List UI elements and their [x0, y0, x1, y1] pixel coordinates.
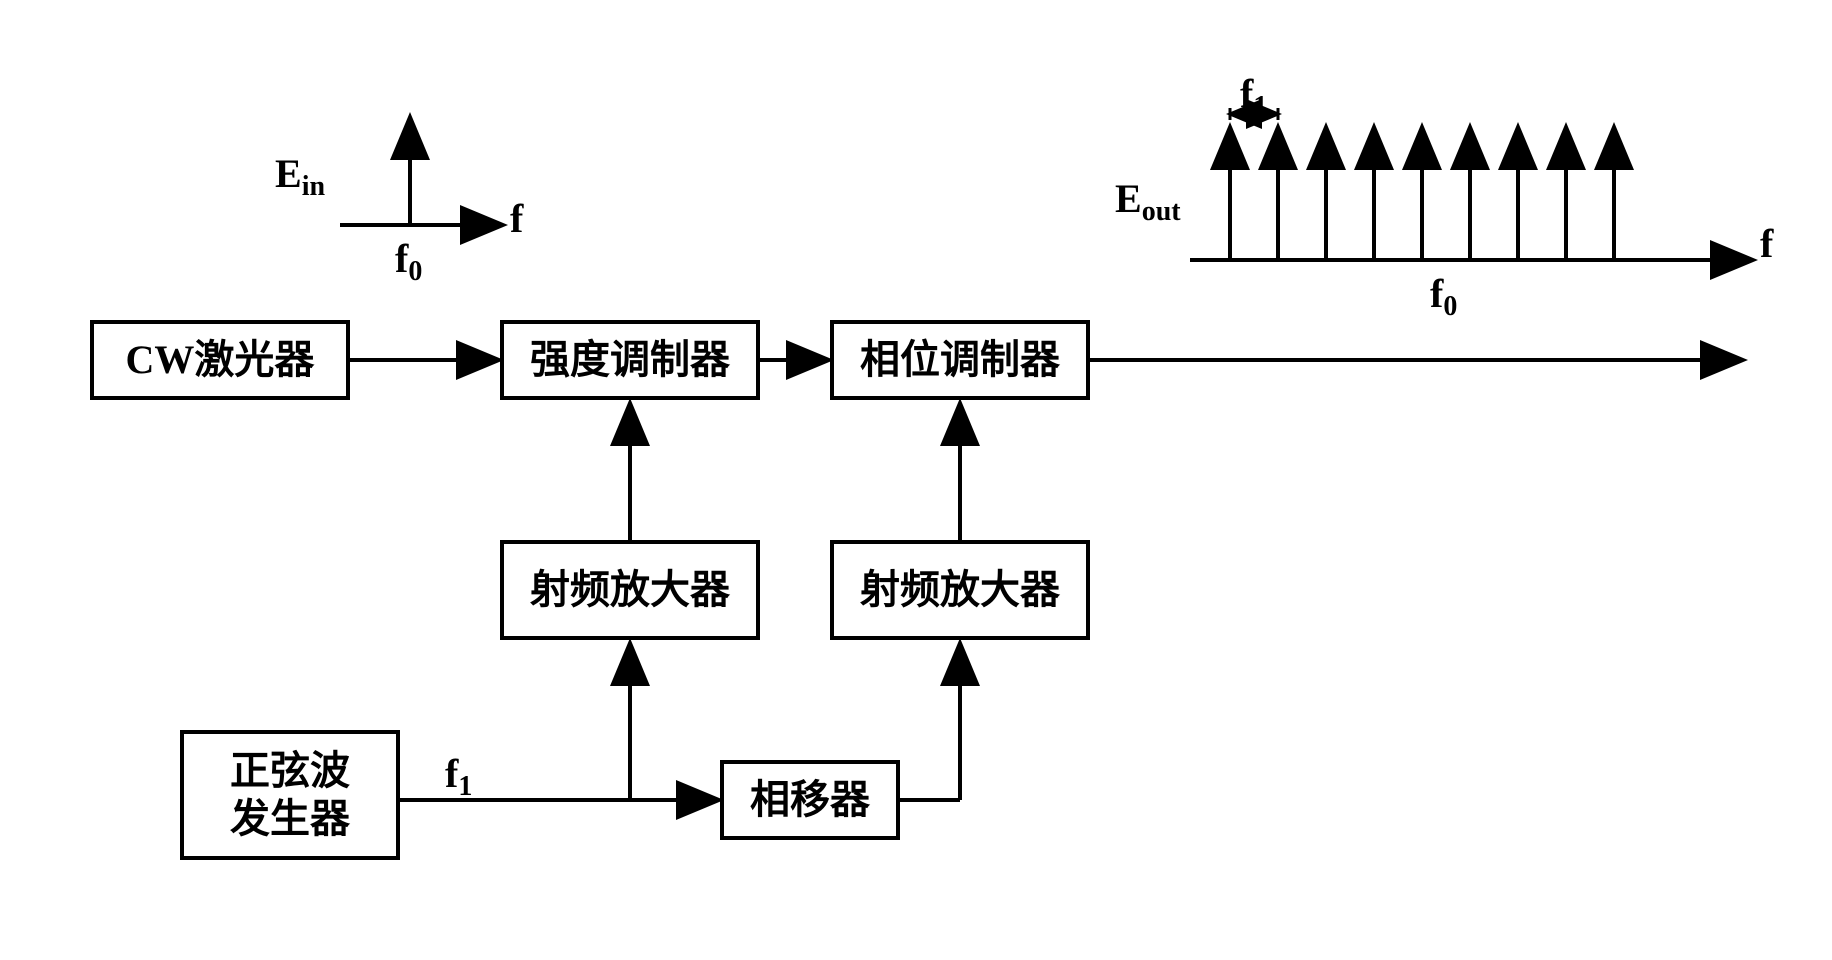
block-label: 射频放大器 [860, 566, 1060, 614]
diagram-container: CW激光器 强度调制器 相位调制器 射频放大器 射频放大器 正弦波 发生器 相移… [0, 0, 1832, 960]
label-f1-output: f1 [1240, 70, 1267, 117]
block-label: CW激光器 [126, 336, 315, 384]
label-f0-input: f0 [395, 235, 422, 282]
block-label: 强度调制器 [530, 336, 730, 384]
block-label: 相移器 [750, 776, 870, 824]
label-f1-sine: f1 [445, 750, 472, 797]
label-e-out: Eout [1115, 175, 1181, 222]
output-spectrum [1190, 108, 1750, 260]
label-e-in: Ein [275, 150, 325, 197]
label-f-output-axis: f [1760, 220, 1773, 267]
block-rf-amplifier-1: 射频放大器 [500, 540, 760, 640]
label-f-after-ein: f [510, 195, 523, 242]
block-rf-amplifier-2: 射频放大器 [830, 540, 1090, 640]
block-cw-laser: CW激光器 [90, 320, 350, 400]
block-sine-generator: 正弦波 发生器 [180, 730, 400, 860]
block-label: 射频放大器 [530, 566, 730, 614]
input-spectrum [340, 120, 500, 225]
label-f0-output: f0 [1430, 270, 1457, 317]
block-phase-shifter: 相移器 [720, 760, 900, 840]
block-phase-modulator: 相位调制器 [830, 320, 1090, 400]
block-intensity-modulator: 强度调制器 [500, 320, 760, 400]
block-label: 正弦波 发生器 [230, 747, 350, 843]
block-label: 相位调制器 [860, 336, 1060, 384]
